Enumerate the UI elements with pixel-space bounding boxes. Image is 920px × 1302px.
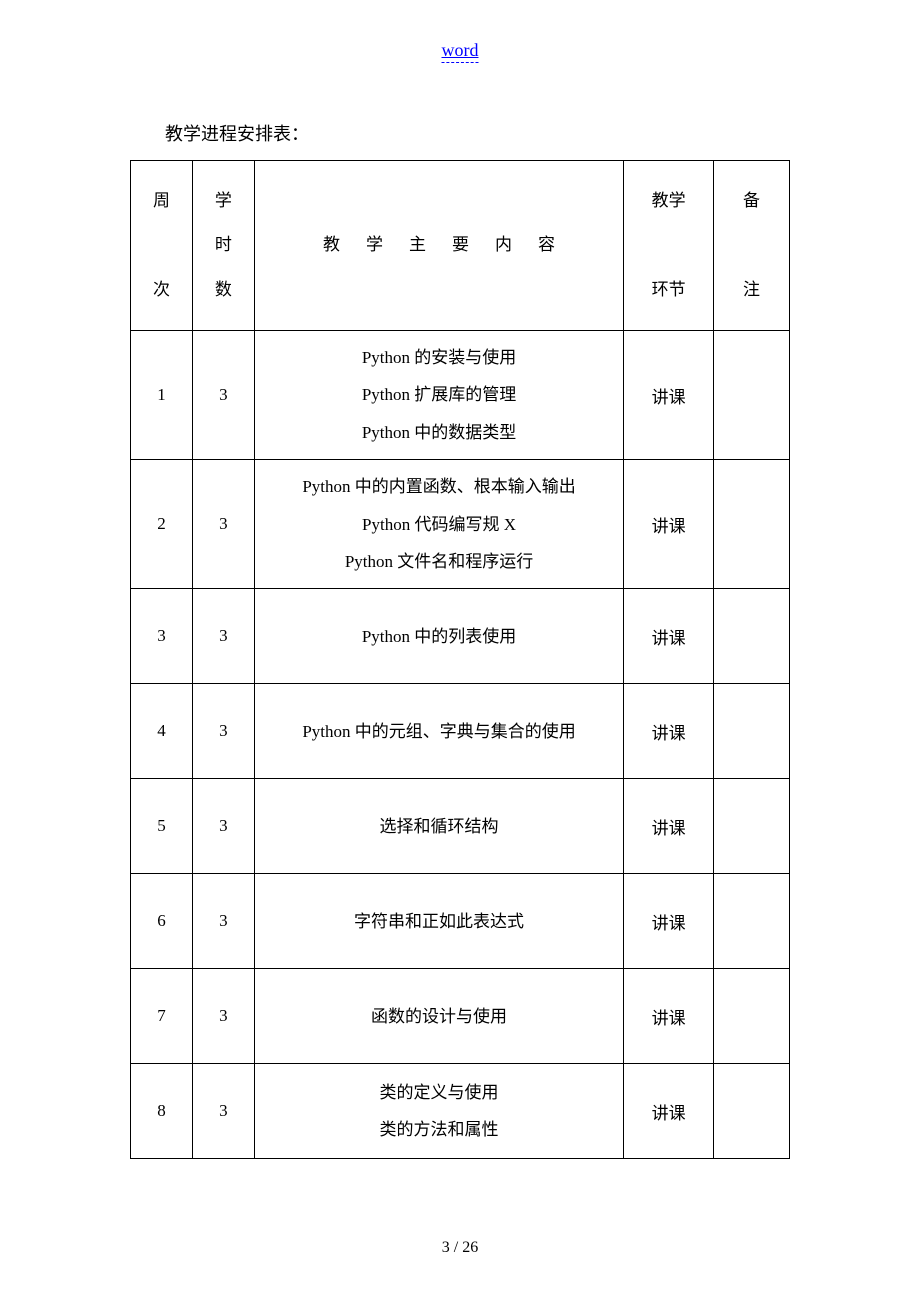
content-line: Python 中的数据类型 — [362, 423, 516, 442]
cell-content: Python 中的元组、字典与集合的使用 — [254, 684, 623, 779]
cell-content: Python 的安装与使用 Python 扩展库的管理 Python 中的数据类… — [254, 331, 623, 460]
header-link[interactable]: word — [442, 40, 479, 63]
cell-note — [714, 460, 790, 589]
content-line: Python 中的内置函数、根本输入输出 — [302, 477, 575, 496]
cell-week: 1 — [131, 331, 193, 460]
table-row: 5 3 选择和循环结构 讲课 — [131, 779, 790, 874]
content-line: 函数的设计与使用 — [371, 1007, 507, 1026]
intro-text: 教学进程安排表： — [165, 120, 309, 146]
content-line: 类的定义与使用 — [380, 1083, 499, 1102]
table-header-row: 周 次 学 时 数 教学主要内容 教学 环节 备 注 — [131, 161, 790, 331]
cell-type: 讲课 — [624, 969, 714, 1064]
cell-type: 讲课 — [624, 331, 714, 460]
schedule-table: 周 次 学 时 数 教学主要内容 教学 环节 备 注 1 3 Python 的安… — [130, 160, 790, 1159]
cell-hours: 3 — [192, 779, 254, 874]
cell-note — [714, 969, 790, 1064]
content-line: Python 中的列表使用 — [362, 627, 516, 646]
cell-week: 8 — [131, 1064, 193, 1159]
cell-note — [714, 684, 790, 779]
header-hours-l2: 时 — [215, 235, 232, 254]
cell-content: 选择和循环结构 — [254, 779, 623, 874]
cell-type: 讲课 — [624, 1064, 714, 1159]
page-number: 3 / 26 — [442, 1239, 478, 1257]
header-week-l2: 次 — [153, 280, 170, 299]
header-hours: 学 时 数 — [192, 161, 254, 331]
content-line: Python 文件名和程序运行 — [345, 552, 533, 571]
cell-week: 6 — [131, 874, 193, 969]
cell-note — [714, 779, 790, 874]
header-week: 周 次 — [131, 161, 193, 331]
header-week-l1: 周 — [153, 191, 170, 210]
cell-week: 2 — [131, 460, 193, 589]
header-note-l1: 备 — [743, 191, 760, 210]
cell-type: 讲课 — [624, 460, 714, 589]
content-line: 选择和循环结构 — [380, 817, 499, 836]
cell-type: 讲课 — [624, 684, 714, 779]
cell-content: Python 中的内置函数、根本输入输出 Python 代码编写规 X Pyth… — [254, 460, 623, 589]
cell-note — [714, 1064, 790, 1159]
content-line: 类的方法和属性 — [380, 1120, 499, 1139]
content-line: 字符串和正如此表达式 — [354, 912, 524, 931]
cell-type: 讲课 — [624, 589, 714, 684]
header-type-l1: 教学 — [652, 191, 686, 210]
cell-type: 讲课 — [624, 779, 714, 874]
cell-content: 函数的设计与使用 — [254, 969, 623, 1064]
content-line: Python 扩展库的管理 — [362, 385, 516, 404]
content-line: Python 的安装与使用 — [362, 348, 516, 367]
header-note: 备 注 — [714, 161, 790, 331]
cell-hours: 3 — [192, 874, 254, 969]
cell-hours: 3 — [192, 684, 254, 779]
table-row: 7 3 函数的设计与使用 讲课 — [131, 969, 790, 1064]
cell-note — [714, 331, 790, 460]
table-row: 2 3 Python 中的内置函数、根本输入输出 Python 代码编写规 X … — [131, 460, 790, 589]
cell-note — [714, 589, 790, 684]
header-hours-l1: 学 — [215, 191, 232, 210]
content-line: Python 代码编写规 X — [362, 515, 516, 534]
cell-hours: 3 — [192, 1064, 254, 1159]
cell-week: 3 — [131, 589, 193, 684]
cell-type: 讲课 — [624, 874, 714, 969]
header-type-l2: 环节 — [652, 280, 686, 299]
header-content-label: 教学主要内容 — [297, 235, 581, 254]
cell-hours: 3 — [192, 969, 254, 1064]
header-content: 教学主要内容 — [254, 161, 623, 331]
table-row: 8 3 类的定义与使用 类的方法和属性 讲课 — [131, 1064, 790, 1159]
cell-week: 7 — [131, 969, 193, 1064]
cell-note — [714, 874, 790, 969]
table-row: 1 3 Python 的安装与使用 Python 扩展库的管理 Python 中… — [131, 331, 790, 460]
cell-content: 字符串和正如此表达式 — [254, 874, 623, 969]
content-line: Python 中的元组、字典与集合的使用 — [302, 722, 575, 741]
table-row: 6 3 字符串和正如此表达式 讲课 — [131, 874, 790, 969]
table-row: 3 3 Python 中的列表使用 讲课 — [131, 589, 790, 684]
header-hours-l3: 数 — [215, 280, 232, 299]
cell-week: 5 — [131, 779, 193, 874]
cell-week: 4 — [131, 684, 193, 779]
cell-hours: 3 — [192, 589, 254, 684]
header-note-l2: 注 — [743, 280, 760, 299]
table-row: 4 3 Python 中的元组、字典与集合的使用 讲课 — [131, 684, 790, 779]
cell-hours: 3 — [192, 331, 254, 460]
header-type: 教学 环节 — [624, 161, 714, 331]
cell-content: Python 中的列表使用 — [254, 589, 623, 684]
cell-content: 类的定义与使用 类的方法和属性 — [254, 1064, 623, 1159]
cell-hours: 3 — [192, 460, 254, 589]
